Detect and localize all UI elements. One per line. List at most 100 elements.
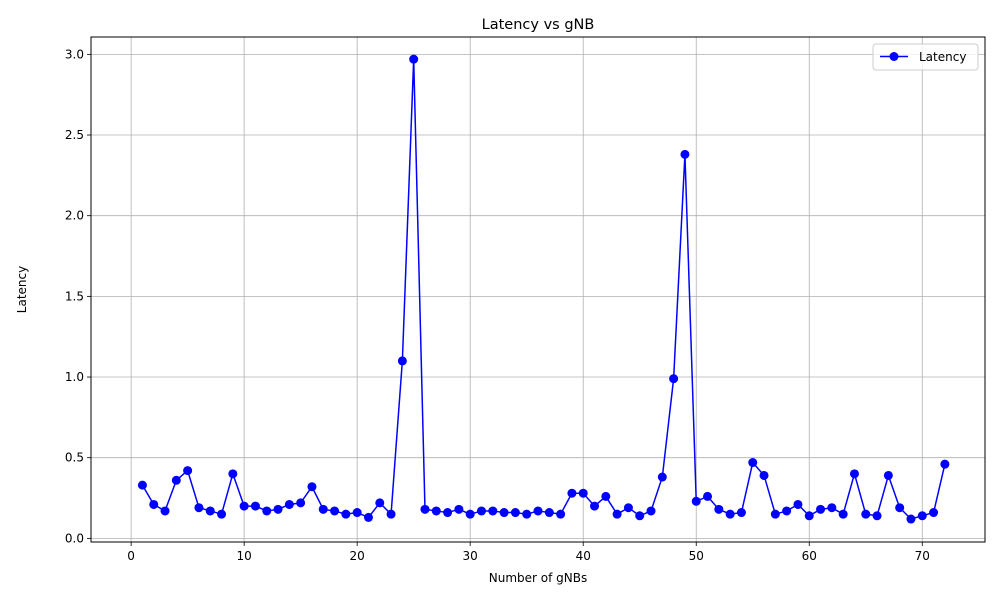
data-point (612, 509, 622, 519)
data-point (205, 506, 215, 516)
data-point (556, 509, 566, 519)
legend: Latency (872, 43, 979, 71)
data-point (488, 506, 498, 516)
y-tick-label: 2.5 (65, 128, 84, 142)
data-point (748, 458, 758, 468)
data-point (929, 508, 939, 518)
data-point (669, 374, 679, 384)
data-point (827, 503, 837, 513)
data-point (341, 509, 351, 519)
data-point (420, 504, 430, 514)
data-point (160, 506, 170, 516)
data-point (657, 472, 667, 482)
data-point (691, 496, 701, 506)
data-point (646, 506, 656, 516)
y-tick-label: 2.0 (65, 209, 84, 223)
x-tick-label: 50 (689, 549, 704, 563)
data-point (284, 499, 294, 509)
data-point (940, 459, 950, 469)
data-point (397, 356, 407, 366)
data-point (838, 509, 848, 519)
legend-marker (889, 52, 899, 61)
legend-entry-latency: Latency (919, 50, 966, 64)
y-tick-label: 0.5 (65, 451, 84, 465)
data-point (872, 511, 882, 521)
data-point (386, 509, 396, 519)
plot-frame (90, 36, 986, 543)
chart-title: Latency vs gNB (482, 17, 595, 33)
data-point (883, 470, 893, 480)
x-tick-label: 20 (350, 549, 365, 563)
data-point (793, 499, 803, 509)
data-point (465, 509, 475, 519)
x-tick-label: 70 (915, 549, 930, 563)
data-point (273, 504, 283, 514)
data-point (680, 149, 690, 159)
y-axis-title: Latency (15, 266, 29, 313)
y-tick-label: 1.5 (65, 289, 84, 303)
data-point (601, 491, 611, 501)
data-point (917, 511, 927, 521)
data-point (375, 498, 385, 508)
data-point (725, 509, 735, 519)
legend-box (872, 43, 979, 71)
data-point (895, 503, 905, 513)
data-point (590, 501, 600, 511)
data-point (736, 508, 746, 518)
data-point (454, 504, 464, 514)
data-point (782, 506, 792, 516)
data-point (183, 466, 193, 476)
data-point (250, 501, 260, 511)
data-point (578, 488, 588, 498)
data-point (409, 54, 419, 64)
data-point (635, 511, 645, 521)
data-point (363, 512, 373, 522)
data-point (330, 506, 340, 516)
data-point (171, 475, 181, 485)
data-point (262, 506, 272, 516)
data-point (849, 469, 859, 479)
x-tick-label: 60 (802, 549, 817, 563)
data-point (759, 470, 769, 480)
data-point (217, 509, 227, 519)
data-point (476, 506, 486, 516)
data-point (861, 509, 871, 519)
x-tick-label: 30 (463, 549, 478, 563)
data-point (499, 508, 509, 518)
x-tick-label: 0 (127, 549, 135, 563)
data-point (137, 480, 147, 490)
data-point (906, 514, 916, 524)
data-point (228, 469, 238, 479)
grid-lines (91, 37, 985, 542)
y-axis-ticks: 0.0 0.5 1.0 1.5 2.0 2.5 3.0 (65, 47, 91, 545)
y-tick-label: 3.0 (65, 47, 84, 61)
data-point (567, 488, 577, 498)
x-axis-title: Number of gNBs (489, 571, 587, 585)
data-point (714, 504, 724, 514)
data-point (703, 491, 713, 501)
y-tick-label: 1.0 (65, 370, 84, 384)
data-point (510, 508, 520, 518)
data-point (318, 504, 328, 514)
data-point (804, 511, 814, 521)
x-tick-label: 10 (237, 549, 252, 563)
data-point (533, 506, 543, 516)
y-tick-label: 0.0 (65, 531, 84, 545)
data-point (431, 506, 441, 516)
data-point (296, 498, 306, 508)
data-point (623, 503, 633, 513)
data-point (443, 508, 453, 518)
data-point (544, 508, 554, 518)
data-point (770, 509, 780, 519)
data-point (352, 508, 362, 518)
data-point (522, 509, 532, 519)
data-point (307, 482, 317, 492)
x-tick-label: 40 (576, 549, 591, 563)
series-layer (137, 54, 950, 524)
data-point (239, 501, 249, 511)
x-axis-ticks: 0 10 20 30 40 50 60 70 (127, 542, 930, 563)
data-point (149, 499, 159, 509)
data-point (194, 503, 204, 513)
